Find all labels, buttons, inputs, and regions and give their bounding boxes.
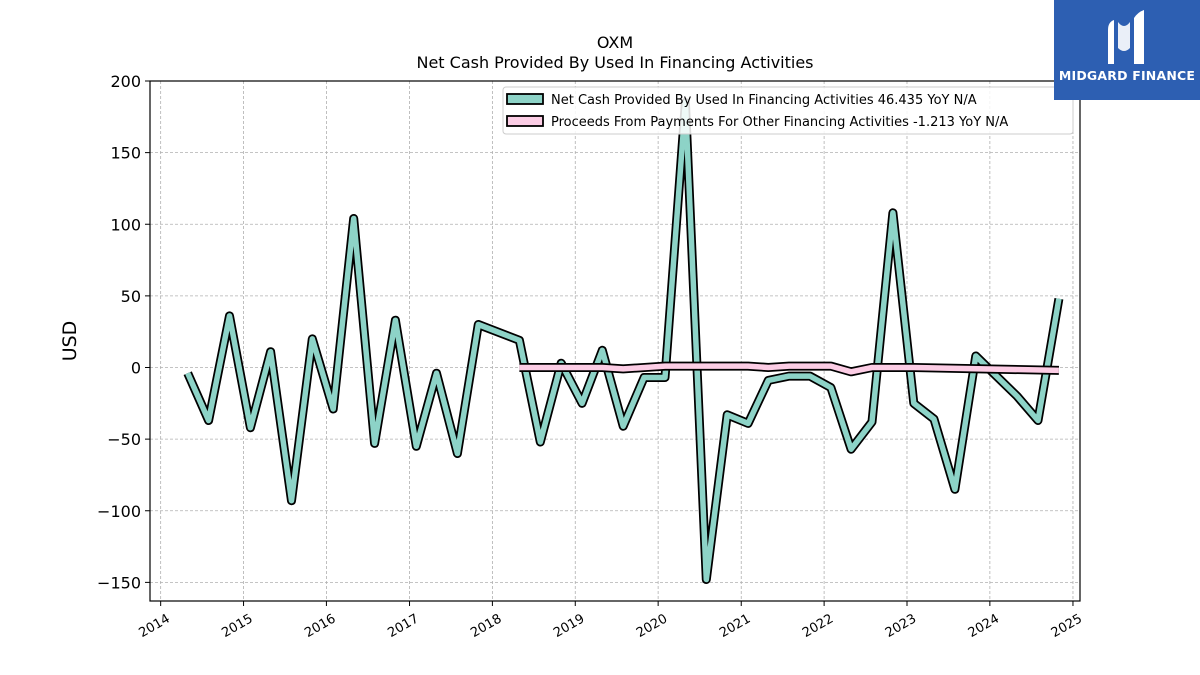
x-tick-label: 2020 xyxy=(634,611,670,641)
series-line xyxy=(185,99,1062,583)
y-tick-label: 200 xyxy=(110,72,141,91)
y-tick-label: 0 xyxy=(131,359,141,378)
y-axis-label: USD xyxy=(59,321,81,362)
y-tick-label: −100 xyxy=(97,502,141,521)
series-line xyxy=(519,363,1059,375)
y-tick-label: 100 xyxy=(110,215,141,234)
grid xyxy=(150,80,1080,601)
chart-subtitle: Net Cash Provided By Used In Financing A… xyxy=(416,53,813,72)
series-layer xyxy=(183,98,1064,584)
y-tick-label: −150 xyxy=(97,573,141,592)
x-tick-label: 2015 xyxy=(219,611,255,641)
x-tick-label: 2024 xyxy=(966,611,1002,641)
logo-brand-text: MIDGARD FINANCE xyxy=(1058,68,1196,83)
chart-title: OXM xyxy=(597,33,633,52)
x-tick-label: 2016 xyxy=(302,611,338,641)
x-tick-label: 2014 xyxy=(137,611,173,641)
plot-frame xyxy=(149,80,1081,602)
y-tick-label: 50 xyxy=(121,287,141,306)
x-tick-label: 2022 xyxy=(800,611,836,641)
x-tick-label: 2025 xyxy=(1049,611,1085,641)
x-tick-label: 2019 xyxy=(551,611,587,641)
y-tick-label: 150 xyxy=(110,144,141,163)
series-1 xyxy=(183,98,1064,584)
legend-label-proceeds: Proceeds From Payments For Other Financi… xyxy=(551,115,1008,130)
x-axis: 2014 2015 2016 2017 2018 2019 2020 2021 2022 2023… xyxy=(137,601,1085,641)
y-tick-label: −50 xyxy=(107,430,141,449)
legend: Net Cash Provided By Used In Financing A… xyxy=(502,86,1074,135)
x-tick-label: 2018 xyxy=(468,611,504,641)
y-axis: −150 −100 −50 0 50 100 150 200 xyxy=(97,72,150,592)
x-tick-label: 2017 xyxy=(385,611,421,641)
legend-box xyxy=(502,86,1074,135)
x-tick-label: 2021 xyxy=(717,611,753,641)
legend-label-net-cash: Net Cash Provided By Used In Financing A… xyxy=(551,93,977,108)
series-2 xyxy=(519,361,1059,377)
x-tick-label: 2023 xyxy=(883,611,919,641)
legend-swatch-proceeds xyxy=(506,115,544,127)
midgard-logo-mark-icon xyxy=(1108,10,1144,64)
midgard-finance-logo: MIDGARD FINANCE xyxy=(1054,0,1200,100)
series-line-outline xyxy=(183,98,1064,584)
legend-swatch-net-cash xyxy=(506,93,544,105)
